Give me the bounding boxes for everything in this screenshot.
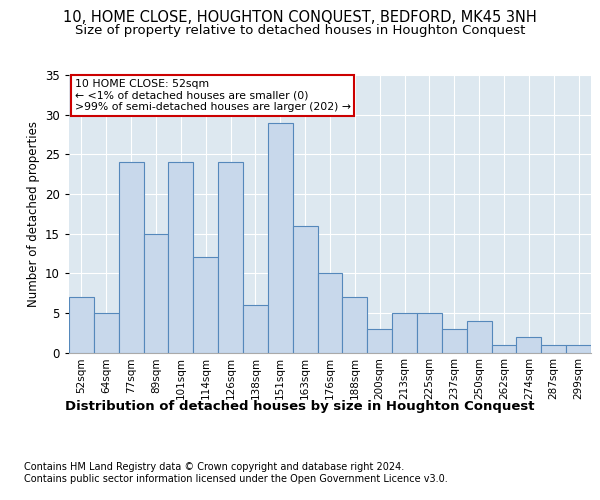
- Bar: [268, 122, 293, 352]
- Bar: [243, 305, 268, 352]
- Bar: [218, 162, 243, 352]
- Text: Size of property relative to detached houses in Houghton Conquest: Size of property relative to detached ho…: [75, 24, 525, 37]
- Bar: [94, 313, 119, 352]
- Bar: [193, 258, 218, 352]
- Bar: [392, 313, 417, 352]
- Bar: [541, 344, 566, 352]
- Bar: [467, 321, 491, 352]
- Text: Contains HM Land Registry data © Crown copyright and database right 2024.: Contains HM Land Registry data © Crown c…: [24, 462, 404, 472]
- Bar: [367, 328, 392, 352]
- Bar: [517, 336, 541, 352]
- Text: Distribution of detached houses by size in Houghton Conquest: Distribution of detached houses by size …: [65, 400, 535, 413]
- Bar: [417, 313, 442, 352]
- Y-axis label: Number of detached properties: Number of detached properties: [26, 120, 40, 306]
- Bar: [69, 297, 94, 352]
- Bar: [169, 162, 193, 352]
- Text: Contains public sector information licensed under the Open Government Licence v3: Contains public sector information licen…: [24, 474, 448, 484]
- Bar: [317, 273, 343, 352]
- Bar: [442, 328, 467, 352]
- Bar: [119, 162, 143, 352]
- Bar: [491, 344, 517, 352]
- Bar: [143, 234, 169, 352]
- Text: 10 HOME CLOSE: 52sqm
← <1% of detached houses are smaller (0)
>99% of semi-detac: 10 HOME CLOSE: 52sqm ← <1% of detached h…: [74, 79, 350, 112]
- Bar: [343, 297, 367, 352]
- Bar: [566, 344, 591, 352]
- Bar: [293, 226, 317, 352]
- Text: 10, HOME CLOSE, HOUGHTON CONQUEST, BEDFORD, MK45 3NH: 10, HOME CLOSE, HOUGHTON CONQUEST, BEDFO…: [63, 10, 537, 25]
